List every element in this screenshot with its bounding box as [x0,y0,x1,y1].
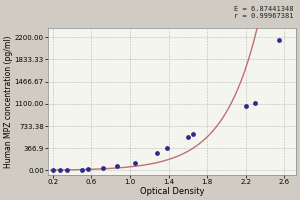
Point [243,105,248,108]
Point [86,168,91,171]
Point [50,169,55,172]
Point [132,161,137,164]
Point [65,169,70,172]
Point [164,146,169,150]
Point [253,101,258,104]
Point [79,168,84,171]
Point [115,165,120,168]
Point [185,135,190,138]
X-axis label: Optical Density: Optical Density [140,187,204,196]
Y-axis label: Human MPZ concentration (pg/ml): Human MPZ concentration (pg/ml) [4,35,13,168]
Point [190,132,195,135]
Text: E = 6.87441348
r = 0.99967381: E = 6.87441348 r = 0.99967381 [235,6,294,19]
Point [277,39,282,42]
Point [57,169,62,172]
Point [154,151,159,154]
Point [100,167,105,170]
